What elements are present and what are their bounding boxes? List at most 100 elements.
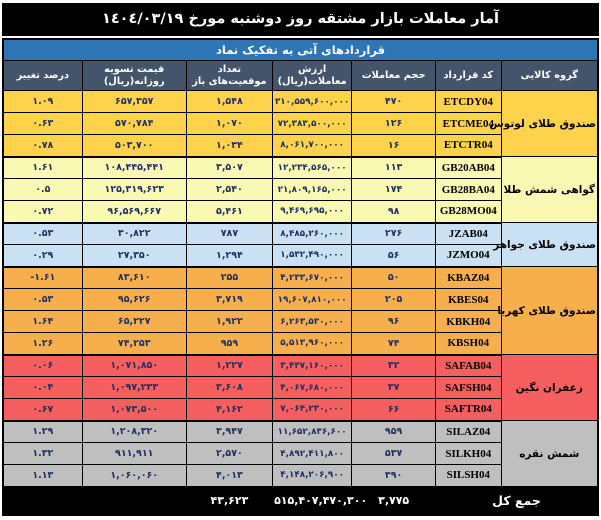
cell-open-positions: ۳,۵۰۷ xyxy=(185,156,274,179)
column-header-value: ارزش معاملات(ریال) xyxy=(272,60,353,91)
cell-change: ۰.۰۴ xyxy=(2,376,83,399)
cell-value: ۷,۰۶۴,۲۳۰,۰۰۰ xyxy=(272,398,353,422)
cell-change: ۰.۵ xyxy=(2,178,83,201)
cell-settlement: ۹۶,۵۶۹,۶۶۷ xyxy=(81,200,187,224)
cell-code: GB28MO04 xyxy=(435,200,502,224)
table-row: SAFSH04 ۳۷ ۴,۰۶۷,۶۸۰,۰۰۰ ۳,۶۰۸ ۱,۰۹۷,۲۳۳… xyxy=(2,376,598,399)
table-row: KBSH04 ۷۴ ۵,۵۱۳,۹۶۰,۰۰۰ ۹۵۹ ۷۴,۲۵۳ ۱.۲۶ xyxy=(2,332,598,356)
group-label: صندوق طلای کهربا xyxy=(497,266,599,355)
table-row: KBES04 ۲۰۵ ۱۹,۶۰۷,۸۱۰,۰۰۰ ۳,۷۱۹ ۹۵,۶۲۶ ۰… xyxy=(2,288,598,311)
cell-code: SILKH04 xyxy=(435,442,502,465)
table-row: JZMO04 ۵۶ ۱,۵۳۲,۴۹۰,۰۰۰ ۱,۲۹۴ ۲۷,۳۵۰ ۰.۲… xyxy=(2,244,598,268)
cell-value: ۳۱۰,۵۵۹,۶۰۰,۰۰۰ xyxy=(272,90,353,113)
cell-volume: ۵۶ xyxy=(351,244,437,268)
cell-code: KBKH04 xyxy=(435,310,502,333)
section-subtitle-row: قراردادهای آتی به تفکیک نماد xyxy=(2,38,599,61)
cell-volume: ۱۲۶ xyxy=(351,112,437,135)
cell-settlement: ۳۰,۸۲۲ xyxy=(81,222,187,245)
cell-open-positions: ۱,۵۴۸ xyxy=(185,90,274,113)
cell-value: ۴,۲۳۳,۶۷۰,۰۰۰ xyxy=(272,266,353,289)
cell-code: SILSH04 xyxy=(435,464,502,488)
cell-open-positions: ۱,۹۲۲ xyxy=(185,310,274,333)
cell-settlement: ۱۰۸,۴۴۵,۴۴۱ xyxy=(81,156,187,179)
cell-value: ۷۲,۳۸۳,۵۰۰,۰۰۰ xyxy=(272,112,353,135)
cell-code: JZMO04 xyxy=(435,244,502,268)
cell-value: ۱۲,۲۳۴,۵۶۵,۰۰۰ xyxy=(272,156,353,179)
cell-open-positions: ۲۵۵ xyxy=(185,266,274,289)
table-row: صندوق طلای لوتوس ETCDY04 ۴۷۰ ۳۱۰,۵۵۹,۶۰۰… xyxy=(2,90,599,157)
cell-volume: ۲۷۶ xyxy=(351,222,437,245)
cell-change: ۱.۶۱ xyxy=(2,156,83,179)
cell-volume: ۵۰ xyxy=(351,266,437,289)
totals-open-positions: ۴۳,۶۲۳ xyxy=(185,486,274,515)
column-header-commodity-group: گروه کالایی xyxy=(500,60,599,91)
table-row: ETCTR04 ۱۶ ۸,۰۶۱,۷۰۰,۰۰۰ ۱,۰۳۴ ۵۰۳,۷۰۰ ۰… xyxy=(2,134,598,158)
column-header-open-positions: تعداد موقعیت‌های باز xyxy=(185,60,274,91)
cell-code: KBES04 xyxy=(435,288,502,311)
column-header-settlement-price: قیمت تسویه روزانه(ریال) xyxy=(81,60,187,91)
cell-open-positions: ۷۸۷ xyxy=(185,222,274,245)
cell-change: ۰.۵۳ xyxy=(2,288,83,311)
cell-change: ۱.۲۹ xyxy=(2,420,83,443)
cell-open-positions: ۱,۰۷۰ xyxy=(185,112,274,135)
cell-code: GB20AB04 xyxy=(435,156,502,179)
group-label: صندوق طلای جواهر xyxy=(493,222,599,267)
group-label: گواهی شمش طلا xyxy=(500,156,599,223)
cell-value: ۵,۵۱۳,۹۶۰,۰۰۰ xyxy=(272,332,353,356)
cell-code: SILAZ04 xyxy=(435,420,502,443)
cell-open-positions: ۹۵۹ xyxy=(185,332,274,356)
cell-change: ۰.۷۸ xyxy=(2,134,83,158)
cell-change: ۱.۰۹ xyxy=(2,90,83,113)
group-label: شمش نقره xyxy=(500,420,599,487)
cell-settlement: ۱,۰۶۰,۰۶۰ xyxy=(81,464,187,488)
totals-volume: ۳,۷۷۵ xyxy=(351,486,437,515)
column-header-percent-change: درصد تغییر xyxy=(2,60,83,91)
cell-value: ۸,۰۶۱,۷۰۰,۰۰۰ xyxy=(272,134,353,158)
cell-volume: ۵۳۷ xyxy=(351,442,437,465)
cell-change: -۱.۶۱ xyxy=(2,266,83,289)
cell-code: SAFSH04 xyxy=(435,376,502,399)
cell-settlement: ۵۷۰,۷۸۴ xyxy=(81,112,187,135)
cell-value: ۸,۴۸۵,۲۶۰,۰۰۰ xyxy=(272,222,353,245)
table-row: SAFTR04 ۶۶ ۷,۰۶۴,۲۳۰,۰۰۰ ۴,۱۶۲ ۱,۰۷۳,۵۰۰… xyxy=(2,398,598,422)
cell-settlement: ۶۵,۲۲۷ xyxy=(81,310,187,333)
cell-code: ETCME04 xyxy=(435,112,502,135)
cell-settlement: ۱۲۵,۳۱۹,۶۲۳ xyxy=(81,178,187,201)
report-title: آمار معاملات بازار مشتقه روز دوشنبه مورخ… xyxy=(2,3,599,36)
column-header-volume: حجم معاملات xyxy=(351,60,437,91)
table-row: SILSH04 ۳۹۰ ۴,۱۴۸,۲۰۶,۹۰۰ ۴,۰۱۳ ۱,۰۶۰,۰۶… xyxy=(2,464,598,488)
cell-settlement: ۷۴,۲۵۳ xyxy=(81,332,187,356)
cell-open-positions: ۳,۶۰۸ xyxy=(185,376,274,399)
cell-change: ۰.۵۳ xyxy=(2,222,83,245)
cell-change: ۰.۶۳ xyxy=(2,112,83,135)
cell-change: ۱.۳۲ xyxy=(2,442,83,465)
cell-volume: ۴۷۰ xyxy=(351,90,437,113)
cell-settlement: ۱,۰۷۳,۵۰۰ xyxy=(81,398,187,422)
cell-value: ۲۱,۸۰۹,۱۶۵,۰۰۰ xyxy=(272,178,353,201)
table-row: SILKH04 ۵۳۷ ۴,۸۹۲,۴۱۱,۸۰۰ ۲,۵۷۰ ۹۱۱,۹۱۱ … xyxy=(2,442,598,465)
cell-settlement: ۶۵۷,۳۵۷ xyxy=(81,90,187,113)
cell-change: ۱.۱۳ xyxy=(2,464,83,488)
futures-table: قراردادهای آتی به تفکیک نماد گروه کالایی… xyxy=(2,38,599,516)
totals-label: جمع کل xyxy=(435,486,599,515)
cell-settlement: ۱,۰۹۷,۲۳۳ xyxy=(81,376,187,399)
cell-volume: ۳۷ xyxy=(351,376,437,399)
cell-open-positions: ۱,۰۳۴ xyxy=(185,134,274,158)
cell-volume: ۶۶ xyxy=(351,398,437,422)
table-row: GB28BA04 ۱۷۴ ۲۱,۸۰۹,۱۶۵,۰۰۰ ۲,۵۴۰ ۱۲۵,۳۱… xyxy=(2,178,598,201)
cell-volume: ۹۸ xyxy=(351,200,437,224)
cell-settlement: ۱,۲۰۸,۳۲۰ xyxy=(81,420,187,443)
column-header-contract-code: کد قرارداد xyxy=(435,60,502,91)
cell-volume: ۹۶ xyxy=(351,310,437,333)
cell-open-positions: ۴,۰۱۳ xyxy=(185,464,274,488)
cell-code: ETCDY04 xyxy=(435,90,502,113)
cell-value: ۹,۴۶۹,۶۹۵,۰۰۰ xyxy=(272,200,353,224)
cell-settlement: ۹۵,۶۲۶ xyxy=(81,288,187,311)
totals-change-empty xyxy=(2,486,83,515)
cell-settlement: ۹۱۱,۹۱۱ xyxy=(81,442,187,465)
cell-open-positions: ۳,۹۴۷ xyxy=(185,420,274,443)
cell-value: ۴,۱۴۸,۲۰۶,۹۰۰ xyxy=(272,464,353,488)
cell-volume: ۷۴ xyxy=(351,332,437,356)
cell-open-positions: ۴,۱۶۲ xyxy=(185,398,274,422)
table-row: شمش نقره SILAZ04 ۹۵۹ ۱۱,۶۵۲,۸۳۶,۶۰۰ ۳,۹۴… xyxy=(2,420,599,487)
